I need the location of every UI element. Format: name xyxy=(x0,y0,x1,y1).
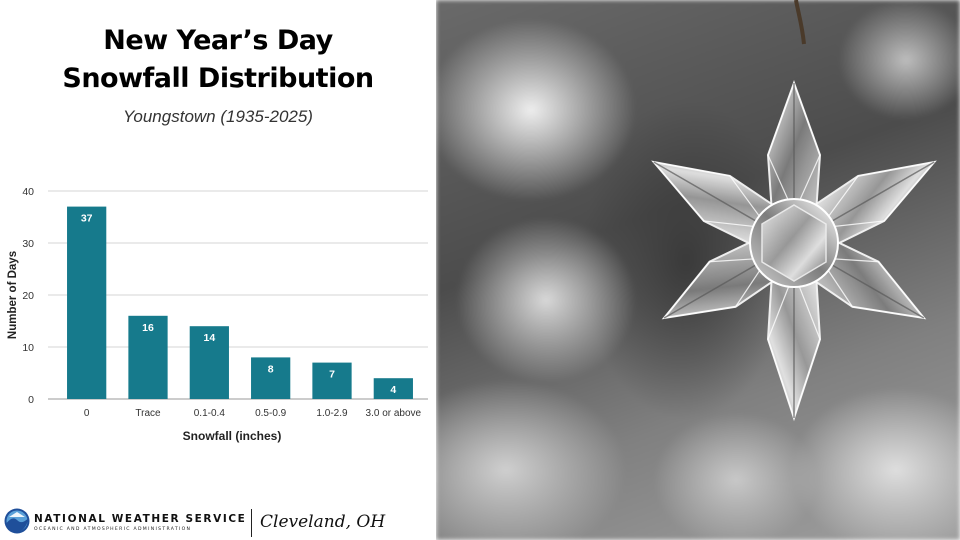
footer: NATIONAL WEATHER SERVICE OCEANIC AND ATM… xyxy=(0,500,436,540)
y-tick-label: 0 xyxy=(28,394,34,406)
snowflake-ornament-icon xyxy=(651,0,937,422)
x-tick-label: 0.5-0.9 xyxy=(255,408,287,419)
x-tick-label: 1.0-2.9 xyxy=(316,408,348,419)
snowfall-bar-chart: 0 10 20 30 40 37 16 14 8 7 4 0 Trace 0.1-0.4 0.5-0.9… xyxy=(7,186,428,443)
x-tick-label: 0 xyxy=(84,408,90,419)
x-axis-label: Snowfall (inches) xyxy=(183,429,282,443)
title-line-1: New Year’s Day xyxy=(103,25,333,56)
y-axis-ticks: 0 10 20 30 40 xyxy=(22,186,34,406)
noaa-logo-icon xyxy=(4,508,30,534)
chart-gridlines xyxy=(48,190,428,400)
chart-bars xyxy=(67,206,413,399)
title-line-2: Snowfall Distribution xyxy=(62,63,374,94)
snowflake-arm xyxy=(766,80,822,214)
bar-0-5-0-9 xyxy=(251,357,291,399)
agency-subtitle: OCEANIC AND ATMOSPHERIC ADMINISTRATION xyxy=(34,527,192,532)
infographic-panel: New Year’s Day Snowfall Distribution You… xyxy=(0,0,436,540)
bar-data-labels: 37 16 14 8 7 4 xyxy=(81,213,397,397)
bar-data-label: 7 xyxy=(329,369,335,381)
bar-0-1-0-4 xyxy=(189,326,229,399)
bar-data-label: 8 xyxy=(268,363,274,375)
footer-divider xyxy=(251,509,252,537)
bar-trace xyxy=(128,315,168,399)
x-tick-label: Trace xyxy=(135,408,161,419)
bar-data-label: 14 xyxy=(203,332,215,344)
bar-1-0-2-9 xyxy=(312,362,352,399)
ornament-string xyxy=(794,0,806,45)
snowflake-arm xyxy=(651,160,781,249)
bar-data-label: 4 xyxy=(390,384,396,396)
snowflake-photo xyxy=(436,0,960,540)
y-axis-label: Number of Days xyxy=(7,251,19,339)
bar-0 xyxy=(67,206,107,399)
agency-name: NATIONAL WEATHER SERVICE xyxy=(34,513,247,525)
y-tick-label: 40 xyxy=(22,186,34,198)
snowflake-arm xyxy=(766,272,822,422)
office-name: Cleveland, OH xyxy=(260,512,386,532)
x-tick-label: 0.1-0.4 xyxy=(194,408,226,419)
y-tick-label: 30 xyxy=(22,238,34,250)
bar-data-label: 16 xyxy=(142,322,154,334)
page-subtitle: Youngstown (1935-2025) xyxy=(123,107,313,126)
bar-3-0-or-above xyxy=(373,378,413,399)
y-tick-label: 10 xyxy=(22,342,34,354)
bar-data-label: 37 xyxy=(81,213,93,225)
page-title: New Year’s Day Snowfall Distribution xyxy=(0,22,436,98)
x-axis-ticks: 0 Trace 0.1-0.4 0.5-0.9 1.0-2.9 3.0 or above xyxy=(84,408,422,419)
x-tick-label: 3.0 or above xyxy=(366,408,422,419)
y-tick-label: 20 xyxy=(22,290,34,302)
